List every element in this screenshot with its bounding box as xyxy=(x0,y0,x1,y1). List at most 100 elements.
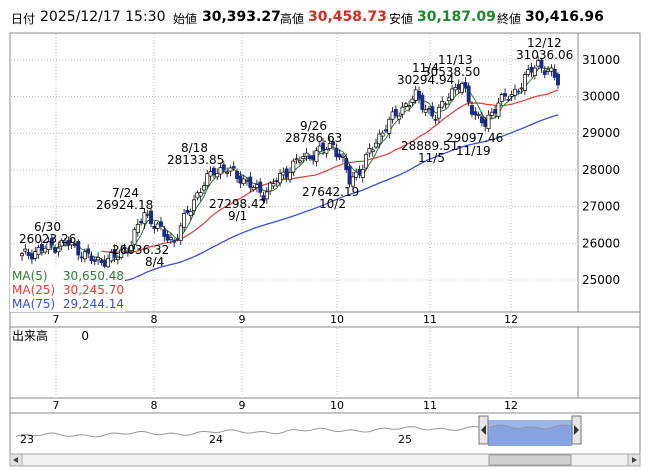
candle-up xyxy=(215,173,220,178)
candle-down xyxy=(347,166,352,185)
month-label: 10 xyxy=(330,399,344,412)
candle-down xyxy=(76,241,81,256)
annotation-date: 11/19 xyxy=(456,144,491,158)
candle-up xyxy=(354,171,359,178)
ma75-line xyxy=(121,114,559,282)
candle-up xyxy=(116,256,120,260)
candle-up xyxy=(423,109,428,113)
candle-down xyxy=(542,70,547,75)
candle-up xyxy=(132,229,137,245)
annotation-date: 9/1 xyxy=(228,209,247,223)
annotation-date: 7/24 xyxy=(112,186,139,200)
volume-month-axis-frame xyxy=(9,397,641,414)
candle-down xyxy=(344,158,349,171)
candle-down xyxy=(122,246,127,250)
candle-up xyxy=(390,111,395,120)
candle-down xyxy=(99,260,104,263)
legend-ma75-name: MA(75) xyxy=(12,297,55,311)
open-label: 始値 xyxy=(173,12,198,26)
candle-up xyxy=(254,184,259,188)
candle-down xyxy=(393,109,398,117)
candle-down xyxy=(479,116,484,124)
candle-up xyxy=(145,213,150,216)
annotation-date: 11/13 xyxy=(438,53,473,67)
month-label: 10 xyxy=(330,313,344,326)
y-tick-label: 30000 xyxy=(582,90,620,104)
legend-ma25-value: 30,245.70 xyxy=(63,283,124,297)
navigator-right-handle[interactable] xyxy=(571,415,582,445)
candle-down xyxy=(284,168,289,178)
y-axis-tick-labels: 25000 26000 27000 28000 29000 30000 3100… xyxy=(582,53,620,287)
legend-ma25-name: MA(25) xyxy=(12,283,55,297)
volume-label: 出来高 xyxy=(12,328,48,343)
candle-up xyxy=(513,88,517,96)
candle-down xyxy=(49,238,54,246)
candle-up xyxy=(397,115,402,120)
candle-up xyxy=(106,258,110,268)
chevron-left-icon xyxy=(481,425,486,435)
annotation-value: 28133.85 xyxy=(167,153,224,167)
candle-up xyxy=(218,167,223,175)
candle-down xyxy=(238,175,243,184)
candle-up xyxy=(82,251,87,260)
candle-up xyxy=(20,253,24,257)
candle-down xyxy=(29,253,34,260)
candle-up xyxy=(486,114,491,129)
volume-month-axis-labels: 7 8 9 10 11 12 xyxy=(53,399,519,412)
candle-up xyxy=(549,67,554,72)
price-header: 日付 2025/12/17 15:30 始値 30,393.27 高値 30,4… xyxy=(0,0,653,30)
candle-down xyxy=(539,59,544,69)
candle-down xyxy=(185,209,190,214)
candle-up xyxy=(301,156,306,159)
candle-down xyxy=(152,226,157,229)
candle-up xyxy=(413,89,418,101)
candle-up xyxy=(370,149,375,152)
candle-up xyxy=(178,225,183,241)
month-axis-labels: 7 8 9 10 11 12 xyxy=(53,313,519,326)
annotation-date: 6/30 xyxy=(34,220,61,234)
navigator-year-label: 24 xyxy=(209,433,223,446)
candle-up xyxy=(264,191,269,200)
candle-up xyxy=(241,178,246,185)
legend-ma75-value: 29,244.14 xyxy=(63,297,124,311)
annotation-value: 30294.94 xyxy=(397,73,454,87)
candle-down xyxy=(430,106,435,117)
candle-down xyxy=(248,176,253,188)
candle-down xyxy=(102,259,107,267)
candle-down xyxy=(125,251,130,254)
candle-up xyxy=(453,87,458,91)
candle-up xyxy=(532,67,537,76)
candle-up xyxy=(271,183,276,187)
y-tick-label: 26000 xyxy=(582,236,620,250)
scroll-thumb[interactable] xyxy=(488,454,572,466)
navigator-selected-area xyxy=(488,425,574,446)
candle-up xyxy=(33,251,38,259)
candle-up xyxy=(43,247,48,253)
legend-ma5-value: 30,650.48 xyxy=(63,269,124,283)
candle-up xyxy=(407,105,412,108)
candle-up xyxy=(142,212,147,225)
candle-up xyxy=(364,154,369,169)
candle-down xyxy=(552,68,557,78)
candle-down xyxy=(334,147,339,157)
candle-down xyxy=(235,171,240,179)
annotation-value: 28889.51 xyxy=(401,139,458,153)
annotation-date: 8/4 xyxy=(145,255,164,269)
candle-down xyxy=(79,256,84,259)
candle-up xyxy=(327,143,332,149)
y-tick-label: 28000 xyxy=(582,163,620,177)
candle-down xyxy=(466,85,471,103)
candle-up xyxy=(450,88,455,100)
candle-down xyxy=(92,259,97,262)
candle-down xyxy=(321,142,326,151)
candle-up xyxy=(380,132,385,137)
candle-down xyxy=(175,238,180,241)
candle-down xyxy=(162,229,167,237)
open-value: 30,393.27 xyxy=(202,9,281,25)
month-label: 9 xyxy=(239,399,246,412)
navigator-left-handle[interactable] xyxy=(478,415,489,445)
candle-down xyxy=(26,251,31,256)
candle-up xyxy=(46,241,51,251)
navigator-year-label: 23 xyxy=(20,433,34,446)
